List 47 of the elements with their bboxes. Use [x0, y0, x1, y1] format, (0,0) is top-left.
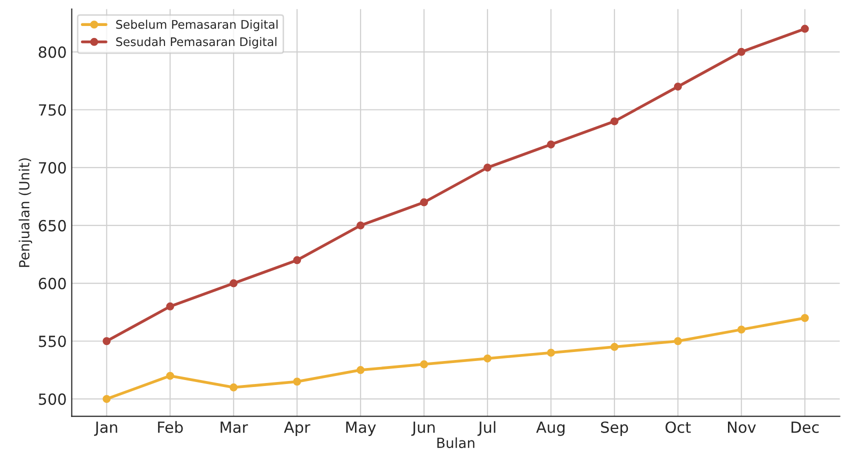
point	[800, 24, 809, 33]
x-tick-label: Jan	[94, 422, 118, 436]
x-tick-label: Dec	[792, 422, 819, 434]
legend-label: Sebelum Pemasaran Digital	[116, 20, 278, 32]
point	[674, 337, 682, 346]
y-tick-label: 650	[38, 220, 66, 232]
point	[356, 221, 365, 230]
point	[737, 326, 746, 334]
y-axis-title: Penjualan (Unit)	[18, 158, 32, 267]
y-tick-label: 750	[38, 104, 66, 116]
point	[166, 372, 174, 380]
point	[610, 117, 618, 126]
x-tick-label: Aug	[536, 422, 564, 436]
point	[674, 82, 682, 91]
y-tick-label: 700	[38, 162, 66, 174]
y-tick-label: 550	[38, 336, 66, 348]
point	[546, 140, 555, 148]
x-tick-label: Nov	[728, 422, 756, 434]
point	[293, 256, 302, 264]
point	[166, 302, 174, 310]
point	[102, 337, 111, 346]
point	[610, 342, 618, 351]
y-tick-label: 800	[38, 46, 66, 58]
y-tick-label: 600	[38, 278, 66, 290]
point	[737, 48, 746, 56]
point	[546, 348, 555, 357]
point	[230, 383, 238, 392]
point	[800, 314, 809, 322]
x-axis-title: Bulan	[437, 437, 474, 448]
point	[484, 164, 492, 172]
x-tick-label: Jun	[411, 422, 435, 436]
y-tick-label: 500	[38, 393, 66, 405]
x-tick-label: Jul	[477, 421, 496, 436]
x-tick-label: Feb	[158, 421, 183, 434]
x-tick-label: Mar	[220, 422, 248, 434]
x-tick-label: Oct	[666, 421, 691, 434]
point	[356, 366, 365, 374]
point	[420, 360, 428, 368]
x-tick-label: Sep	[601, 421, 628, 436]
point	[293, 378, 302, 386]
point	[102, 394, 111, 403]
point	[230, 279, 238, 288]
legend-label: Sesudah Pemasaran Digital	[116, 37, 276, 48]
point	[420, 198, 428, 206]
point	[484, 354, 492, 362]
x-tick-label: Apr	[284, 422, 310, 436]
x-tick-label: May	[346, 422, 376, 436]
